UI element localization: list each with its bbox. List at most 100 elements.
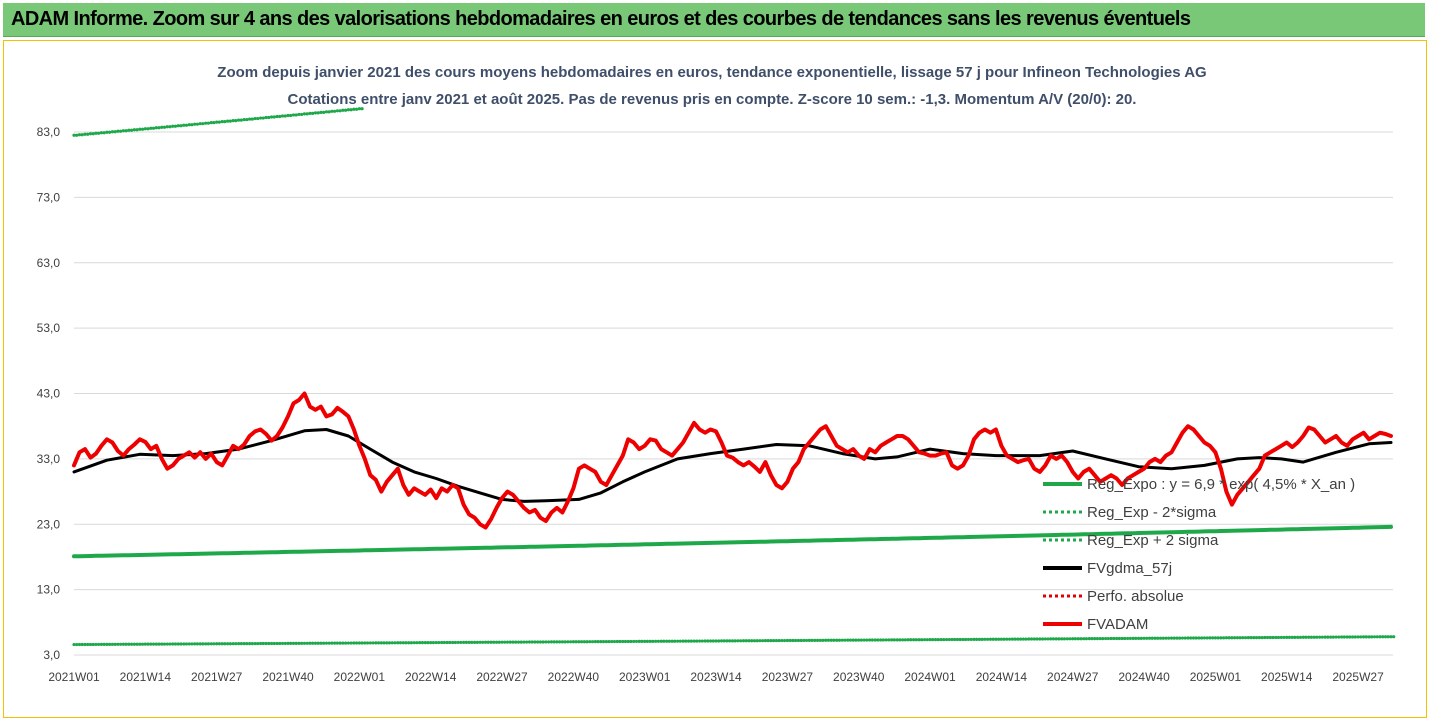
series-point [365,641,370,645]
series-point [747,639,751,643]
series-point [719,639,724,643]
series-point [854,638,858,642]
series-point [519,640,523,644]
series-point [1172,636,1176,640]
gridlines [74,131,1393,656]
series-point [793,638,798,643]
series-point [547,640,551,644]
series-point [1296,635,1300,639]
series-point [129,642,134,646]
series-point [777,638,781,643]
x-tick-label: 2021W01 [48,670,100,684]
series-point [999,637,1003,641]
y-tick-label: 63,0 [37,256,61,270]
series-point [171,642,175,646]
series-point [143,642,147,646]
series-point [928,638,932,642]
series-point [316,641,320,645]
series-point [190,642,194,646]
series-point [1120,636,1124,641]
x-tick-label: 2025W14 [1261,670,1313,684]
series-point [566,640,570,644]
series-point [859,638,864,642]
series-point [231,119,235,123]
series-point [483,640,488,644]
series-point [319,110,323,114]
x-tick-label: 2022W01 [334,670,386,684]
series-point [291,641,296,645]
series-point [110,130,115,134]
series-point [695,639,699,643]
series-point [176,642,180,646]
series-point [1230,636,1234,640]
series-point [865,638,869,642]
series-point [942,637,946,642]
series-point [1010,637,1014,641]
series-point [911,638,916,642]
series-point [1342,635,1346,639]
series-point [420,641,425,645]
series-point [275,641,279,646]
series-point [1301,635,1305,639]
series-point [618,639,622,644]
series-point [505,640,510,644]
series-point [1370,635,1374,639]
series-point [459,640,463,645]
series-point [755,639,759,643]
series-point [1131,636,1135,640]
series-point [179,124,183,128]
report-banner-title: ADAM Informe. Zoom sur 4 ans des valoris… [11,8,1191,30]
series-point [1353,635,1357,639]
series-point [733,639,737,643]
series-point [1392,635,1396,639]
series-point [868,638,872,642]
series-point [931,638,935,642]
series-point [327,110,331,114]
series-point [909,638,913,642]
series-point [451,640,455,645]
series-point [121,129,125,133]
series-point [1340,635,1344,639]
series-point [530,640,534,644]
series-point [1389,635,1393,639]
series-point [1208,636,1212,640]
series-point [1183,636,1187,640]
series-point [338,109,342,113]
series-point [1260,635,1264,640]
series-point [165,125,169,129]
series-point [835,638,839,642]
series-point [522,640,526,644]
series-point [472,640,477,644]
series-point [681,639,685,643]
series-point [1123,636,1127,641]
x-tick-label: 2022W27 [476,670,528,684]
series-point [338,641,342,645]
legend-label: Reg_Exp - 2*sigma [1087,504,1217,521]
series-point [1073,637,1078,641]
series-point [168,125,172,129]
series-point [360,107,364,111]
series-point [297,112,301,117]
series-point [333,641,337,645]
series-point [1227,636,1231,640]
series-point [1221,636,1226,640]
series-point [226,119,230,123]
series-point [1191,636,1196,640]
series-point [228,119,232,123]
series-point [343,641,348,645]
series-point [1189,636,1193,640]
series-point [182,123,186,127]
series-point [1235,636,1239,640]
series-point [1375,635,1379,639]
series-point [116,642,120,646]
series-point [371,641,375,645]
series-point [1062,637,1067,641]
series-point [1153,636,1157,640]
legend-label: FVgdma_57j [1087,560,1172,577]
series-point [453,640,457,645]
series-point [643,639,647,643]
series-point [739,639,743,643]
series-point [258,116,263,120]
series-point [248,641,252,646]
